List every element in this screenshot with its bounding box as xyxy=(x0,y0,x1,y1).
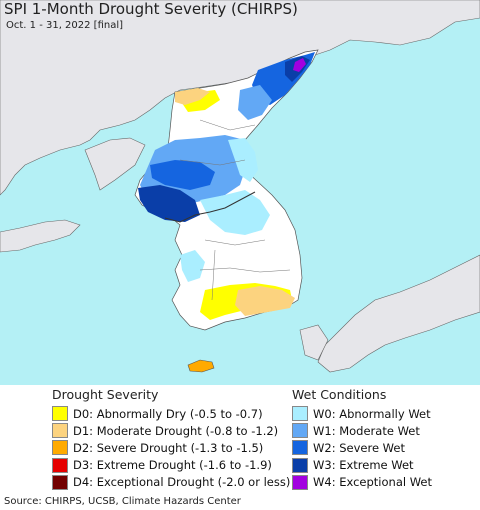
liaodong-land xyxy=(84,137,146,191)
source-credit: Source: CHIRPS, UCSB, Climate Hazards Ce… xyxy=(4,496,241,507)
swatch-w3 xyxy=(292,457,308,473)
map-title: SPI 1-Month Drought Severity (CHIRPS) xyxy=(4,0,298,18)
legend-item-d2: D2: Severe Drought (-1.3 to -1.5) xyxy=(52,439,290,456)
japan-island xyxy=(299,324,329,361)
wet-legend-title: Wet Conditions xyxy=(292,387,387,402)
region-d0-north xyxy=(180,90,220,112)
region-w2-northwest xyxy=(150,160,215,190)
region-w4-northeast xyxy=(293,58,306,72)
jeju-island xyxy=(187,359,215,373)
legend-label-w0: W0: Abnormally Wet xyxy=(313,406,431,421)
legend-label-d3: D3: Extreme Drought (-1.6 to -1.9) xyxy=(73,458,272,473)
map-canvas xyxy=(0,0,480,373)
swatch-d4 xyxy=(52,474,68,490)
region-w3-northwest xyxy=(138,185,200,222)
swatch-w0 xyxy=(292,406,308,422)
legend-item-d4: D4: Exceptional Drought (-2.0 or less) xyxy=(52,474,290,491)
legend-label-w1: W1: Moderate Wet xyxy=(313,423,420,438)
region-w0-central xyxy=(200,190,270,235)
region-w0-southwest xyxy=(180,250,205,282)
region-w1-northeast xyxy=(238,85,272,120)
swatch-d3 xyxy=(52,457,68,473)
dmz-border xyxy=(164,191,256,223)
swatch-w2 xyxy=(292,440,308,456)
legend-label-w2: W2: Severe Wet xyxy=(313,440,405,455)
swatch-d0 xyxy=(52,406,68,422)
legend-label-w4: W4: Exceptional Wet xyxy=(313,475,432,490)
legend-label-d4: D4: Exceptional Drought (-2.0 or less) xyxy=(73,475,291,490)
legend-item-w2: W2: Severe Wet xyxy=(292,439,432,456)
shandong-land xyxy=(0,219,81,253)
legend-item-w1: W1: Moderate Wet xyxy=(292,422,432,439)
drought-map: SPI 1-Month Drought Severity (CHIRPS) Oc… xyxy=(0,0,480,385)
legend-item-w3: W3: Extreme Wet xyxy=(292,457,432,474)
legend-item-w0: W0: Abnormally Wet xyxy=(292,405,432,422)
region-d1-north xyxy=(175,88,210,105)
wet-legend: Wet Conditions W0: Abnormally Wet W1: Mo… xyxy=(292,387,432,491)
legend-label-d2: D2: Severe Drought (-1.3 to -1.5) xyxy=(73,440,264,455)
legend-label-d1: D1: Moderate Drought (-0.8 to -1.2) xyxy=(73,423,279,438)
swatch-d2 xyxy=(52,440,68,456)
region-w0-north xyxy=(228,138,258,182)
swatch-d1 xyxy=(52,423,68,439)
legend-item-d1: D1: Moderate Drought (-0.8 to -1.2) xyxy=(52,422,290,439)
drought-legend: Drought Severity D0: Abnormally Dry (-0.… xyxy=(52,387,290,491)
province-lines xyxy=(179,119,291,301)
legend-item-w4: W4: Exceptional Wet xyxy=(292,474,432,491)
japan-land xyxy=(317,254,480,373)
swatch-w1 xyxy=(292,423,308,439)
legend-label-w3: W3: Extreme Wet xyxy=(313,458,414,473)
legend-item-d0: D0: Abnormally Dry (-0.5 to -0.7) xyxy=(52,405,290,422)
legend-label-d0: D0: Abnormally Dry (-0.5 to -0.7) xyxy=(73,406,263,421)
drought-legend-title: Drought Severity xyxy=(52,387,159,402)
swatch-w4 xyxy=(292,474,308,490)
region-d1-south xyxy=(235,286,295,316)
china-russia-land xyxy=(0,0,480,196)
map-subtitle: Oct. 1 - 31, 2022 [final] xyxy=(6,20,124,31)
legend-item-d3: D3: Extreme Drought (-1.6 to -1.9) xyxy=(52,457,290,474)
